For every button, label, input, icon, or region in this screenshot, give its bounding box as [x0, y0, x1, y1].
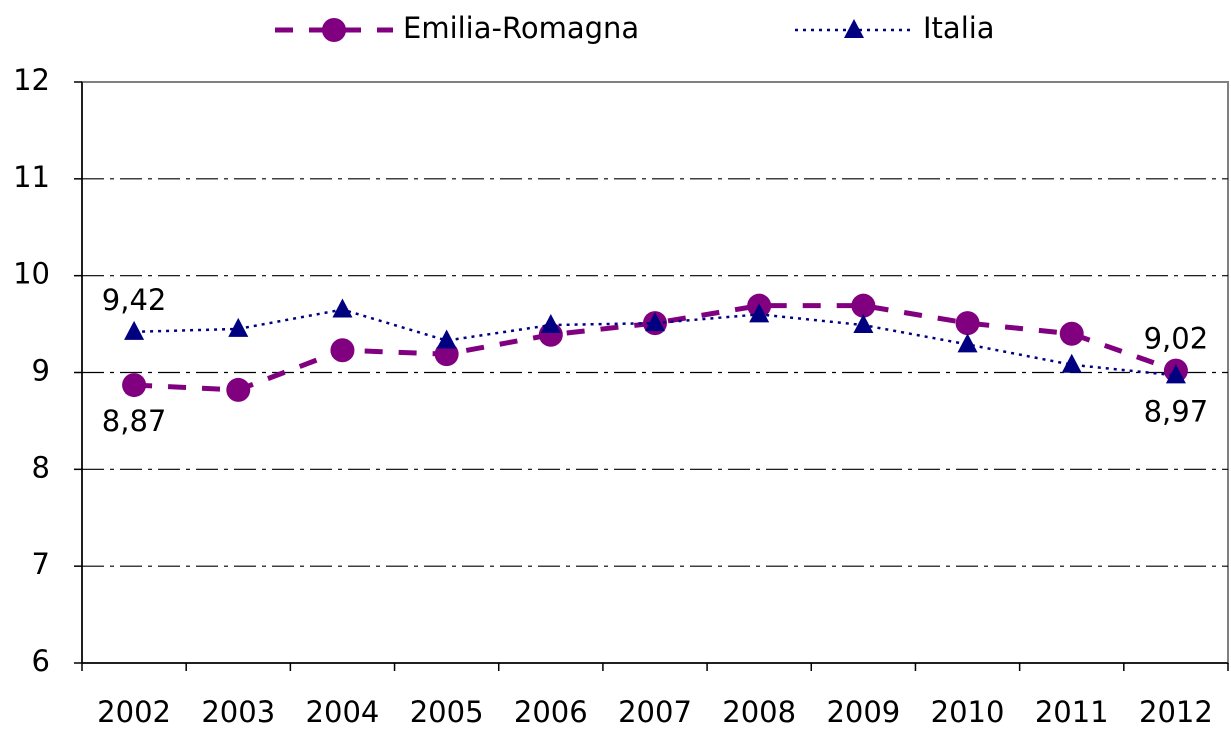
marker: [332, 298, 353, 318]
x-tick-label: 2003: [201, 695, 275, 729]
x-tick-label: 2005: [410, 695, 484, 729]
data-label: 9,42: [102, 283, 167, 317]
marker: [1059, 321, 1084, 346]
x-tick-label: 2011: [1035, 695, 1109, 729]
marker: [1061, 353, 1082, 373]
marker: [851, 293, 876, 318]
marker: [645, 312, 665, 332]
y-tick-label: 11: [13, 160, 50, 194]
x-tick-label: 2006: [514, 695, 588, 729]
y-tick-label: 12: [13, 63, 50, 97]
x-tick-label: 2010: [931, 695, 1005, 729]
x-tick-label: 2007: [618, 695, 692, 729]
data-label: 8,87: [102, 404, 167, 438]
marker: [226, 377, 251, 402]
marker: [322, 18, 346, 42]
legend-label: Emilia-Romagna: [403, 11, 639, 45]
x-tick-label: 2008: [722, 695, 796, 729]
marker: [540, 314, 561, 334]
y-tick-label: 7: [32, 547, 50, 581]
marker: [853, 314, 874, 334]
marker: [124, 320, 145, 340]
marker: [749, 303, 770, 323]
marker: [1165, 364, 1186, 384]
y-tick-label: 10: [13, 257, 50, 291]
marker: [228, 317, 249, 337]
data-label: 8,97: [1144, 394, 1209, 428]
x-tick-label: 2009: [826, 695, 900, 729]
marker: [122, 373, 147, 398]
marker: [955, 311, 980, 336]
marker: [957, 333, 978, 353]
x-tick-label: 2002: [97, 695, 171, 729]
y-tick-label: 9: [32, 354, 50, 388]
series-line: [133, 303, 1177, 393]
x-tick-label: 2012: [1139, 695, 1213, 729]
x-tick-label: 2004: [306, 695, 380, 729]
marker: [844, 19, 864, 38]
marker: [436, 329, 457, 349]
marker: [330, 338, 355, 363]
legend-label: Italia: [923, 11, 995, 45]
y-tick-label: 8: [32, 450, 50, 484]
y-tick-label: 6: [32, 644, 50, 678]
data-label: 9,02: [1144, 322, 1209, 356]
